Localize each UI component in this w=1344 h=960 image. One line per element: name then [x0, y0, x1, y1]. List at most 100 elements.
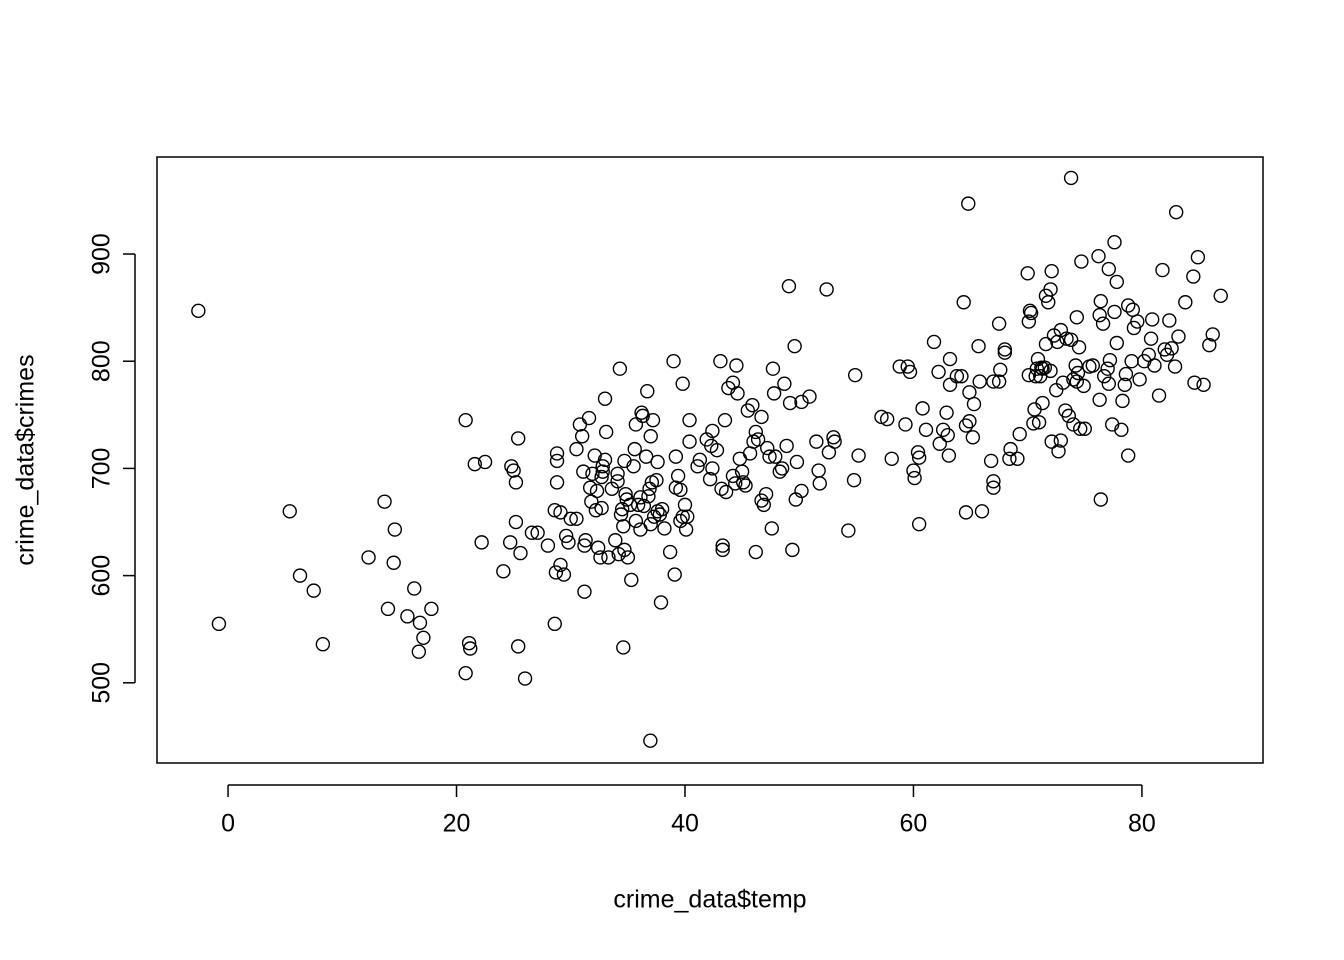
point [1061, 408, 1077, 424]
point [577, 538, 592, 553]
point [907, 470, 922, 486]
point [1069, 374, 1085, 389]
point [728, 476, 743, 491]
point [758, 486, 774, 502]
point [628, 513, 644, 529]
point [1164, 341, 1179, 356]
point [1074, 254, 1089, 269]
point [666, 354, 681, 369]
x-axis-label: crime_data$temp [613, 886, 806, 914]
point [956, 295, 971, 310]
point [785, 542, 800, 558]
point [503, 535, 518, 550]
point [1035, 395, 1050, 411]
point [598, 424, 614, 440]
point [1027, 402, 1042, 417]
point [670, 468, 686, 484]
plot-box [156, 156, 1264, 764]
point [884, 451, 899, 466]
point [649, 473, 664, 488]
point [983, 453, 999, 469]
point [1038, 336, 1054, 352]
x-tick-label: 80 [1128, 810, 1156, 838]
point [851, 448, 866, 463]
point [760, 440, 775, 456]
point [762, 449, 777, 464]
point [677, 497, 693, 513]
point [477, 454, 493, 470]
point [508, 514, 524, 530]
point [961, 196, 976, 211]
point [931, 364, 946, 380]
point [740, 403, 756, 418]
point [1073, 421, 1088, 436]
point [1097, 369, 1112, 384]
point [1132, 372, 1147, 387]
point [732, 451, 748, 466]
point [1101, 376, 1116, 391]
point [458, 412, 473, 428]
point [898, 417, 913, 432]
point [772, 464, 787, 479]
point [942, 351, 958, 367]
point [624, 572, 639, 588]
point [768, 449, 783, 464]
point [673, 482, 688, 498]
point [680, 509, 695, 524]
point [595, 459, 610, 474]
point [1044, 434, 1059, 449]
point [416, 630, 431, 645]
point [424, 601, 439, 617]
point [594, 469, 609, 485]
y-tick-label: 600 [88, 555, 116, 597]
point [939, 405, 954, 420]
point [508, 475, 524, 490]
point [610, 474, 625, 489]
point [754, 409, 769, 425]
point [997, 345, 1013, 360]
point [282, 504, 297, 519]
point [662, 544, 678, 560]
y-tick-label: 500 [88, 662, 116, 704]
point [1053, 433, 1069, 448]
point [616, 519, 631, 534]
point [558, 528, 574, 544]
point [794, 483, 809, 499]
point [622, 497, 638, 513]
point [1093, 492, 1108, 507]
point [911, 450, 927, 465]
point [962, 414, 977, 429]
point [997, 342, 1013, 357]
point [463, 641, 478, 656]
point [742, 446, 758, 461]
point [574, 429, 590, 444]
point [715, 542, 730, 558]
point [582, 480, 598, 495]
point [585, 466, 600, 481]
point [614, 501, 630, 517]
point [1063, 170, 1079, 186]
point [633, 490, 648, 505]
point [1102, 352, 1118, 368]
point [675, 376, 690, 391]
point [827, 434, 842, 449]
point [587, 448, 602, 463]
point [553, 557, 568, 573]
point [1051, 444, 1066, 459]
point [745, 397, 760, 413]
point [1063, 332, 1079, 347]
point [643, 733, 658, 748]
point [474, 535, 489, 550]
point [1091, 248, 1106, 264]
point [572, 417, 588, 432]
point [717, 412, 733, 428]
point [411, 644, 427, 659]
point [1034, 360, 1049, 375]
point [1020, 266, 1035, 281]
point [809, 434, 824, 449]
point [841, 523, 856, 538]
point [1124, 354, 1139, 369]
point [794, 394, 809, 410]
point [675, 509, 690, 524]
point [641, 489, 656, 504]
